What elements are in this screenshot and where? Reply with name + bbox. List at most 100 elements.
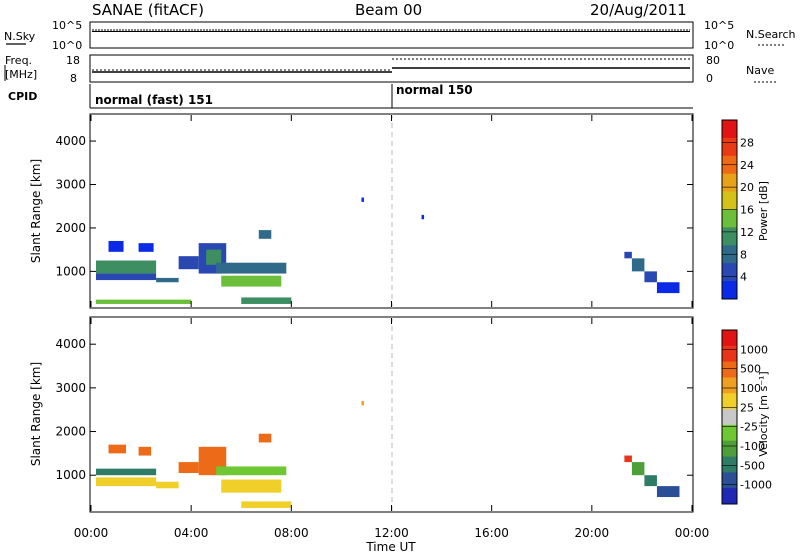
velocity-scatter-region xyxy=(644,475,657,487)
nave-label: Nave xyxy=(746,64,774,77)
nsky-tick-top: 10^5 xyxy=(52,19,82,32)
velocity-ytick-label: 1000 xyxy=(55,468,86,482)
velocity-scatter-region xyxy=(108,444,127,454)
power-ytick-label: 3000 xyxy=(55,178,86,192)
power-ylabel: Slant Range [km] xyxy=(29,159,43,263)
velocity-colorbar-tick-label: 100 xyxy=(740,382,761,395)
power-scatter-region xyxy=(624,251,632,259)
cpid-mode-2: normal 150 xyxy=(396,83,473,97)
velocity-scatter-region xyxy=(631,462,645,476)
velocity-scatter-region xyxy=(216,466,287,476)
velocity-scatter-region xyxy=(221,479,282,493)
nsky-frame xyxy=(89,21,694,49)
power-scatter-region xyxy=(108,240,124,252)
power-colorbar-swatch xyxy=(722,281,737,300)
time-axis: 00:00 04:00 08:00 12:00 16:00 20:00 00:00 xyxy=(74,115,709,540)
power-colorbar-label: Power [dB] xyxy=(757,181,770,241)
power-data xyxy=(96,197,680,304)
velocity-scatter-region xyxy=(258,433,272,443)
power-ytick-label: 2000 xyxy=(55,221,86,235)
power-scatter-region xyxy=(156,277,179,283)
velocity-colorbar-swatch xyxy=(722,488,737,505)
power-ytick-label: 1000 xyxy=(55,264,86,278)
nsearch-label: N.Search xyxy=(746,28,796,41)
x-axis-label: Time UT xyxy=(365,540,416,554)
power-colorbar-tick-label: 8 xyxy=(740,248,747,261)
power-scatter-region xyxy=(644,271,657,283)
power-panel: 4000 3000 2000 1000 Slant Range [km] 28 24 20… xyxy=(29,113,770,309)
nsky-line xyxy=(92,31,690,32)
power-colorbar-tick-label: 12 xyxy=(740,226,754,239)
velocity-colorbar-tick-label: -25 xyxy=(740,421,758,434)
power-colorbar-swatch xyxy=(722,120,737,139)
power-colorbar: 28 24 20 16 12 8 4 xyxy=(721,119,754,300)
velocity-data xyxy=(96,400,680,508)
velocity-colorbar-swatch xyxy=(722,393,737,410)
xtick-label: 12:00 xyxy=(374,526,409,540)
velocity-ytick-label: 3000 xyxy=(55,381,86,395)
xtick-label: 20:00 xyxy=(575,526,610,540)
cpid-label: CPID xyxy=(8,90,37,103)
nsky-label: N.Sky xyxy=(4,30,36,43)
power-scatter-region xyxy=(96,260,157,274)
power-scatter-region xyxy=(206,249,222,265)
xtick-label: 08:00 xyxy=(274,526,309,540)
power-scatter-region xyxy=(258,230,272,239)
velocity-y-axis: 4000 3000 2000 1000 xyxy=(55,337,693,482)
xtick-label: 16:00 xyxy=(474,526,509,540)
velocity-colorbar-swatch xyxy=(722,409,737,426)
velocity-scatter-region xyxy=(178,462,199,474)
power-colorbar-swatch xyxy=(722,191,737,210)
power-colorbar-swatch xyxy=(722,137,737,157)
nsearch-tick-bottom: 10^0 xyxy=(704,39,734,52)
velocity-colorbar-tick-label: -1000 xyxy=(740,479,772,492)
power-colorbar-tick-label: 4 xyxy=(740,271,747,284)
freq-frame xyxy=(89,54,694,83)
velocity-colorbar-label: Velocity [m s⁻¹] xyxy=(757,371,770,456)
beam-title: Beam 00 xyxy=(355,1,422,19)
power-colorbar-tick-label: 28 xyxy=(740,136,754,149)
velocity-colorbar-swatch xyxy=(722,330,737,347)
velocity-panel: 4000 3000 2000 1000 Slant Range [km] 1000 50… xyxy=(29,316,772,513)
power-scatter-region xyxy=(656,282,680,294)
station-title: SANAE (fitACF) xyxy=(92,1,204,19)
nave-tick-top: 80 xyxy=(706,54,720,67)
date-title: 20/Aug/2011 xyxy=(590,1,687,19)
nsearch-tick-top: 10^5 xyxy=(704,19,734,32)
power-scatter-region xyxy=(216,262,287,274)
velocity-colorbar-tick-label: 25 xyxy=(740,401,754,414)
freq-label: Freq. xyxy=(5,54,32,67)
power-colorbar-tick-label: 20 xyxy=(740,181,754,194)
velocity-colorbar-swatch xyxy=(722,472,737,489)
power-scatter-region xyxy=(96,299,192,304)
freq-line xyxy=(92,67,690,73)
power-scatter-region xyxy=(361,197,364,202)
velocity-colorbar: 1000 500 100 25 -25 -100 -500 -1000 xyxy=(721,329,772,505)
power-scatter-region xyxy=(241,297,292,304)
power-colorbar-swatch xyxy=(722,263,737,282)
velocity-colorbar-tick-label: -100 xyxy=(740,440,765,453)
velocity-scatter-region xyxy=(96,477,157,487)
nave-line xyxy=(92,58,690,71)
freq-unit-label: [MHz] xyxy=(5,68,37,81)
velocity-colorbar-swatch xyxy=(722,424,737,442)
velocity-scatter-region xyxy=(96,468,157,476)
velocity-colorbar-tick-label: -500 xyxy=(740,459,765,472)
velocity-colorbar-swatch xyxy=(722,345,737,363)
velocity-scatter-region xyxy=(656,486,680,498)
xtick-label: 00:00 xyxy=(74,526,109,540)
velocity-scatter-region xyxy=(624,455,632,463)
velocity-colorbar-swatch xyxy=(722,361,737,378)
velocity-colorbar-swatch xyxy=(722,440,737,458)
power-colorbar-swatch xyxy=(722,227,737,246)
power-ytick-label: 4000 xyxy=(55,134,86,148)
freq-tick-top: 18 xyxy=(66,54,80,67)
power-y-axis: 4000 3000 2000 1000 xyxy=(55,134,693,278)
power-colorbar-tick-label: 16 xyxy=(740,204,754,217)
velocity-colorbar-swatch xyxy=(722,377,737,394)
power-scatter-region xyxy=(221,275,282,287)
velocity-scatter-region xyxy=(138,446,152,456)
velocity-scatter-region xyxy=(156,481,179,489)
nave-tick-bottom: 0 xyxy=(706,72,713,85)
